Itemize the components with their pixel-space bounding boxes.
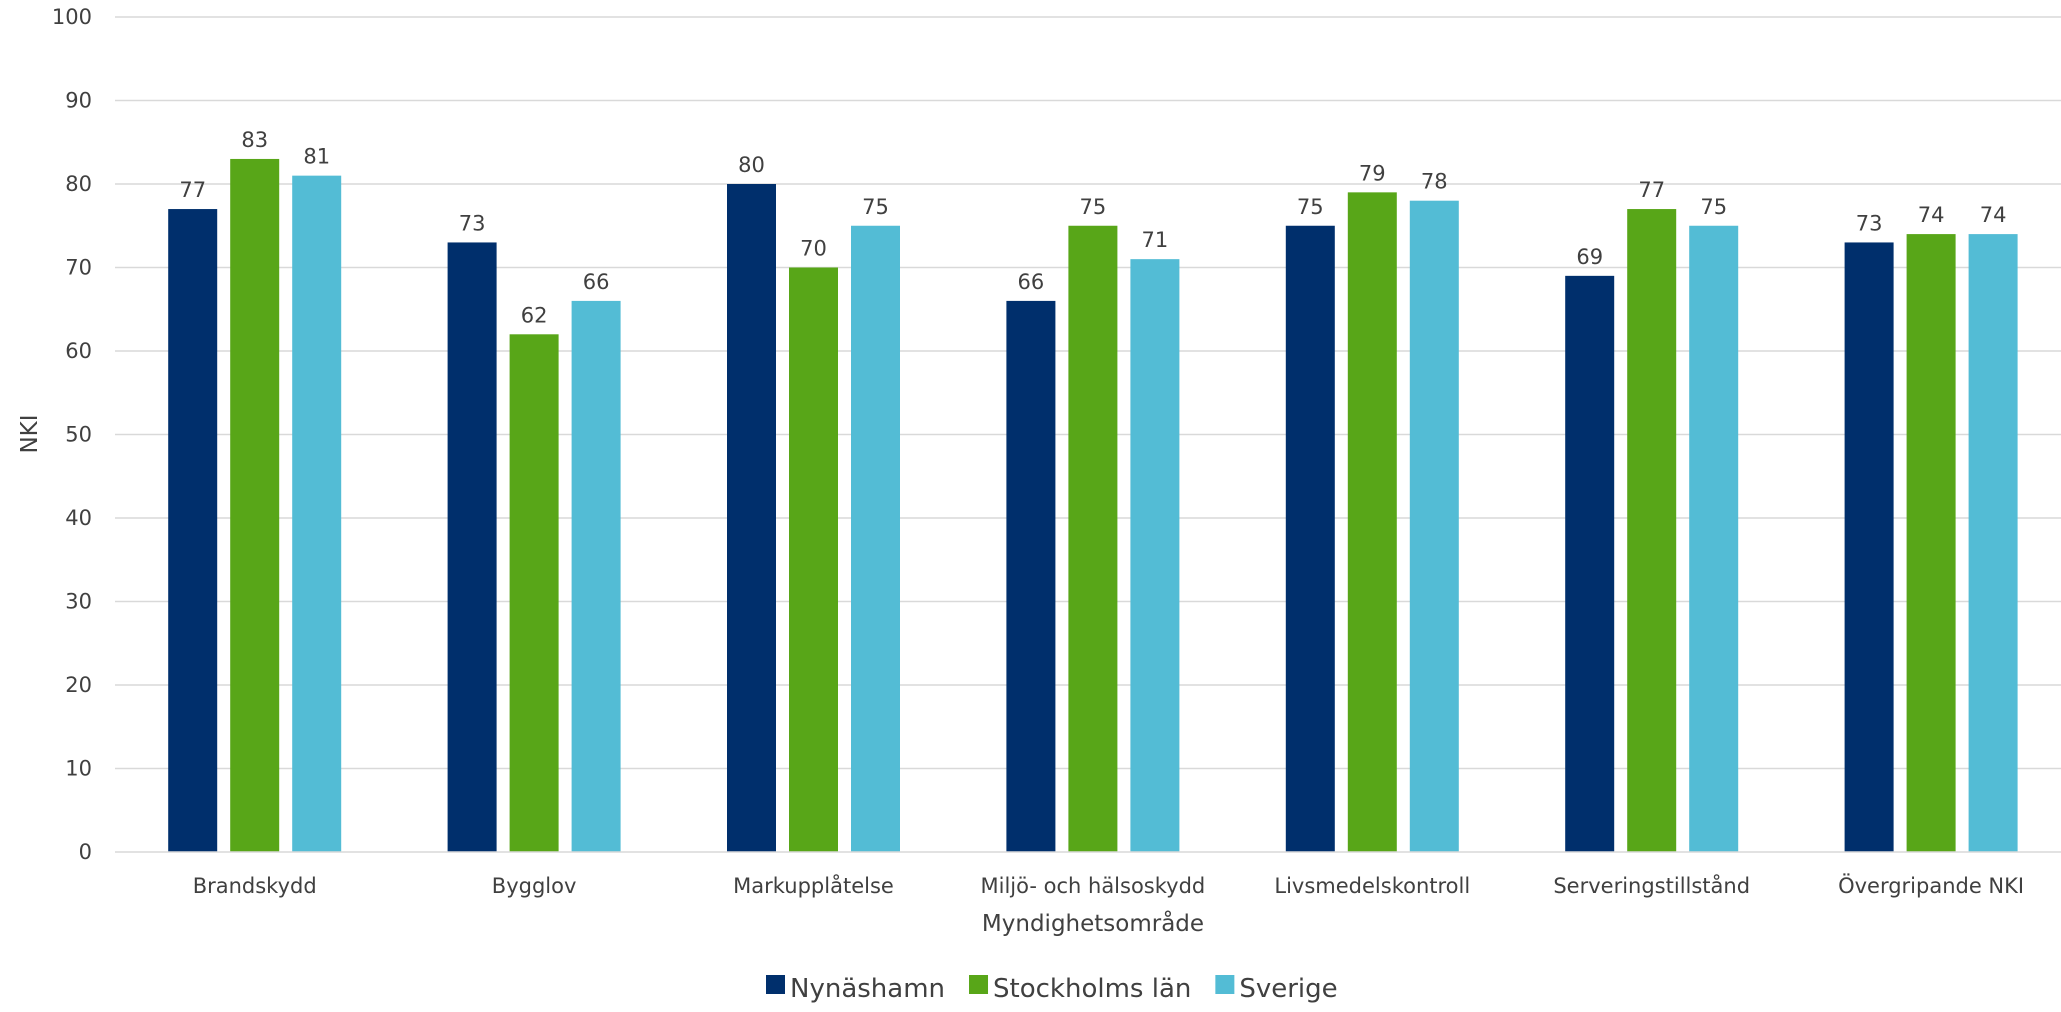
bar bbox=[230, 158, 280, 852]
y-tick-label: 0 bbox=[79, 840, 92, 864]
bar bbox=[1906, 234, 1956, 853]
bar bbox=[1844, 242, 1894, 852]
bar bbox=[292, 175, 342, 852]
data-label: 80 bbox=[738, 153, 765, 177]
y-axis-title: NKI bbox=[17, 414, 43, 453]
bar bbox=[727, 184, 776, 852]
y-tick-label: 30 bbox=[65, 590, 92, 614]
y-tick-label: 60 bbox=[65, 339, 92, 363]
y-tick-label: 40 bbox=[65, 506, 92, 530]
x-axis-categories: Brandskydd Bygglov Markupplåtelse Miljö- oc… bbox=[193, 873, 2024, 898]
x-tick-label: Serveringstillstånd bbox=[1553, 873, 1750, 898]
y-tick-label: 10 bbox=[65, 757, 92, 781]
y-tick-label: 50 bbox=[65, 423, 92, 447]
bar bbox=[509, 334, 559, 852]
x-tick-label: Övergripande NKI bbox=[1838, 873, 2024, 898]
y-tick-label: 100 bbox=[52, 5, 92, 29]
data-label: 79 bbox=[1359, 161, 1386, 185]
bar bbox=[1068, 225, 1118, 852]
bar bbox=[1409, 200, 1459, 852]
bar bbox=[1347, 192, 1397, 853]
data-label: 73 bbox=[459, 211, 486, 235]
data-label: 78 bbox=[1421, 170, 1448, 194]
legend-label: Stockholms län bbox=[993, 974, 1191, 1004]
data-label: 66 bbox=[583, 270, 610, 294]
data-label: 69 bbox=[1576, 245, 1603, 269]
bar bbox=[168, 209, 218, 853]
x-tick-label: Miljö- och hälsoskydd bbox=[981, 874, 1206, 898]
x-axis-title: Myndighetsområde bbox=[982, 909, 1204, 937]
data-label: 75 bbox=[1297, 195, 1324, 219]
data-label: 62 bbox=[521, 303, 548, 327]
legend-swatch bbox=[766, 975, 785, 994]
bar bbox=[1689, 225, 1739, 852]
bars bbox=[168, 158, 2018, 853]
y-axis-ticks: 0 10 20 30 40 50 60 70 80 90 100 bbox=[52, 5, 92, 864]
bar bbox=[789, 267, 838, 852]
bar bbox=[1130, 259, 1180, 852]
data-label: 83 bbox=[241, 128, 268, 152]
x-tick-label: Bygglov bbox=[492, 874, 577, 898]
data-labels: 77 83 81 73 62 66 80 70 75 66 75 71 75 79 78 69 77 75 73 74… bbox=[179, 128, 2006, 327]
data-label: 77 bbox=[1638, 178, 1665, 202]
data-label: 75 bbox=[1700, 195, 1727, 219]
x-tick-label: Livsmedelskontroll bbox=[1274, 874, 1470, 898]
data-label: 66 bbox=[1018, 270, 1045, 294]
x-tick-label: Markupplåtelse bbox=[733, 873, 894, 898]
data-label: 71 bbox=[1142, 228, 1169, 252]
data-label: 75 bbox=[1080, 195, 1107, 219]
bar bbox=[1006, 300, 1056, 852]
y-tick-label: 80 bbox=[65, 172, 92, 196]
bar bbox=[1968, 234, 2018, 853]
legend: Nynäshamn Stockholms län Sverige bbox=[766, 974, 1338, 1004]
bar bbox=[447, 242, 497, 852]
data-label: 77 bbox=[179, 178, 206, 202]
bar bbox=[1565, 275, 1615, 853]
y-tick-label: 90 bbox=[65, 89, 92, 113]
legend-swatch bbox=[969, 975, 989, 994]
y-tick-label: 20 bbox=[65, 673, 92, 697]
legend-swatch bbox=[1215, 975, 1235, 994]
data-label: 70 bbox=[800, 237, 827, 261]
data-label: 75 bbox=[862, 195, 889, 219]
bar bbox=[1285, 225, 1335, 852]
data-label: 74 bbox=[1980, 203, 2007, 227]
data-label: 73 bbox=[1856, 211, 1883, 235]
data-label: 74 bbox=[1918, 203, 1945, 227]
bar bbox=[1627, 209, 1677, 853]
y-tick-label: 70 bbox=[65, 256, 92, 280]
bar bbox=[851, 225, 900, 852]
x-tick-label: Brandskydd bbox=[193, 874, 317, 898]
bar bbox=[571, 300, 621, 852]
legend-label: Nynäshamn bbox=[790, 974, 945, 1004]
legend-label: Sverige bbox=[1239, 974, 1337, 1004]
data-label: 81 bbox=[303, 145, 330, 169]
